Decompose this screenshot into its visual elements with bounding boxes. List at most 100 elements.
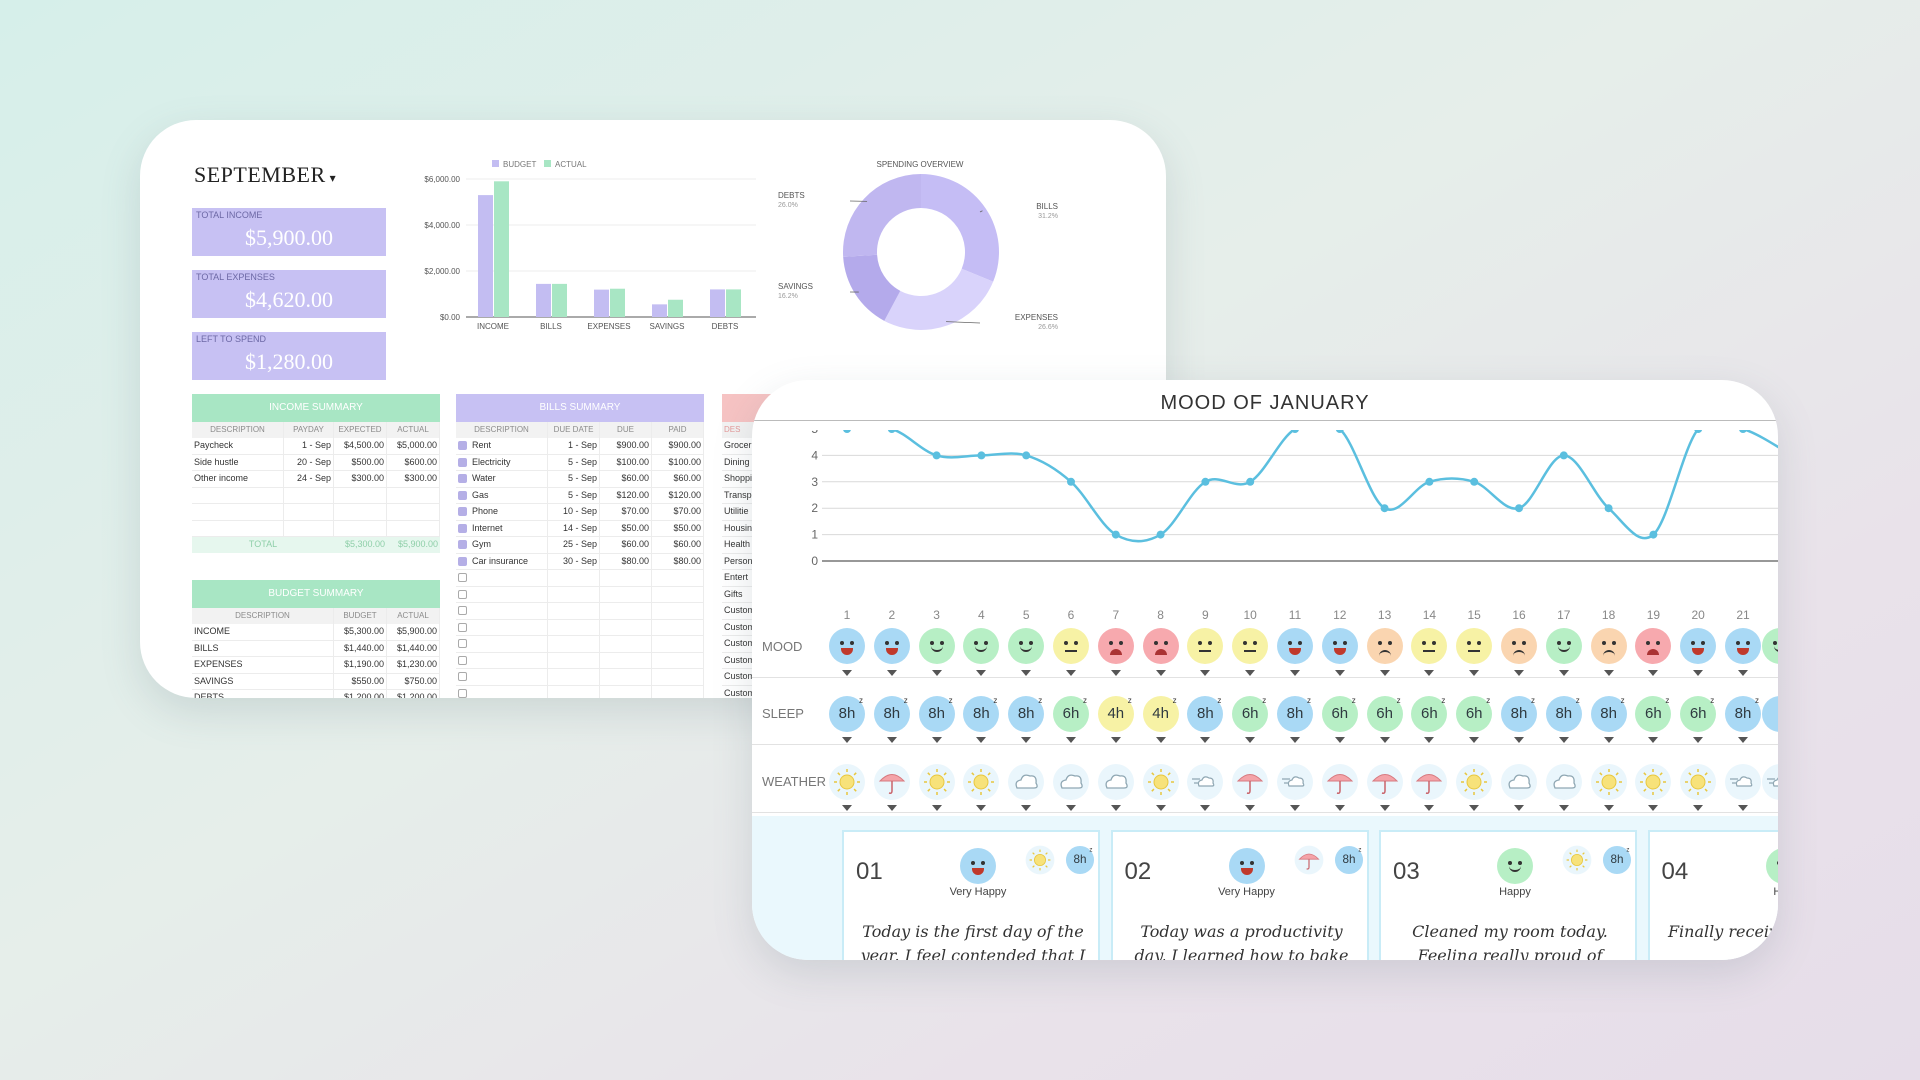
- rain-icon[interactable]: [1294, 845, 1323, 875]
- mood-very-happy-icon[interactable]: [960, 848, 996, 884]
- table-cell[interactable]: EXPENSES: [192, 657, 334, 673]
- table-cell[interactable]: SAVINGS: [192, 673, 334, 689]
- dropdown-arrow-icon[interactable]: [1693, 805, 1704, 811]
- paid-checkbox[interactable]: [458, 589, 467, 599]
- dropdown-arrow-icon[interactable]: [1200, 737, 1211, 743]
- sleep-badge[interactable]: 4h z: [1097, 696, 1134, 732]
- table-cell[interactable]: 1 - Sep: [548, 438, 600, 454]
- dropdown-arrow-icon[interactable]: [1021, 670, 1032, 676]
- sleep-badge[interactable]: 8h z: [1065, 845, 1095, 875]
- table-cell[interactable]: $5,000.00: [387, 438, 440, 454]
- windy-icon[interactable]: [1187, 764, 1224, 800]
- dropdown-arrow-icon[interactable]: [1558, 670, 1569, 676]
- sleep-badge[interactable]: 8h z: [1545, 696, 1582, 732]
- table-cell[interactable]: $60.00: [600, 471, 652, 487]
- table-cell[interactable]: $50.00: [652, 520, 704, 536]
- dropdown-arrow-icon[interactable]: [1334, 805, 1345, 811]
- dropdown-arrow-icon[interactable]: [1334, 737, 1345, 743]
- dropdown-arrow-icon[interactable]: [1245, 737, 1256, 743]
- windy-icon[interactable]: [1277, 764, 1313, 800]
- table-cell[interactable]: 25 - Sep: [548, 537, 600, 553]
- dropdown-arrow-icon[interactable]: [1110, 805, 1121, 811]
- table-cell[interactable]: [456, 570, 548, 586]
- table-cell[interactable]: [334, 520, 387, 536]
- table-cell[interactable]: 5 - Sep: [548, 471, 600, 487]
- mood-very-sad-icon[interactable]: [1097, 628, 1134, 664]
- table-cell[interactable]: $1,190.00: [334, 657, 387, 673]
- table-cell[interactable]: [456, 603, 548, 619]
- mood-neutral-icon[interactable]: [1456, 628, 1493, 664]
- table-cell[interactable]: [600, 685, 652, 698]
- table-cell[interactable]: $550.00: [334, 673, 387, 689]
- dropdown-arrow-icon[interactable]: [1379, 670, 1390, 676]
- dropdown-arrow-icon[interactable]: [1155, 670, 1166, 676]
- table-cell[interactable]: [548, 685, 600, 698]
- dropdown-arrow-icon[interactable]: [931, 805, 942, 811]
- sleep-badge[interactable]: 6h z: [1456, 696, 1493, 732]
- table-cell[interactable]: Utilitie: [724, 506, 749, 516]
- table-cell[interactable]: Internet: [456, 520, 548, 536]
- sleep-badge[interactable]: 4h z: [1142, 696, 1179, 732]
- table-cell[interactable]: [548, 636, 600, 652]
- dropdown-arrow-icon[interactable]: [842, 737, 852, 743]
- dropdown-arrow-icon[interactable]: [1155, 805, 1166, 811]
- mood-happy-icon[interactable]: [1008, 628, 1045, 664]
- table-cell[interactable]: [652, 619, 704, 635]
- table-cell[interactable]: Custom: [724, 654, 756, 665]
- rain-icon[interactable]: [873, 764, 910, 800]
- table-cell[interactable]: 20 - Sep: [284, 454, 334, 470]
- paid-checkbox[interactable]: [458, 622, 467, 632]
- table-cell[interactable]: Water: [456, 471, 548, 487]
- sleep-badge[interactable]: 6h z: [1321, 696, 1358, 732]
- sleep-badge[interactable]: 8h z: [963, 696, 1000, 732]
- table-cell[interactable]: [652, 652, 704, 668]
- dropdown-arrow-icon[interactable]: [931, 670, 942, 676]
- dropdown-arrow-icon[interactable]: [1290, 670, 1300, 676]
- table-cell[interactable]: [456, 685, 548, 698]
- sleep-badge[interactable]: 6h z: [1680, 696, 1717, 732]
- dropdown-arrow-icon[interactable]: [1514, 805, 1524, 811]
- table-cell[interactable]: [652, 685, 704, 698]
- table-cell[interactable]: $300.00: [387, 471, 440, 487]
- table-cell[interactable]: Custom: [724, 605, 756, 615]
- sleep-badge[interactable]: 8h z: [1008, 696, 1045, 732]
- dropdown-arrow-icon[interactable]: [1648, 737, 1659, 743]
- table-cell[interactable]: [548, 669, 600, 685]
- dropdown-arrow-icon[interactable]: [1379, 805, 1390, 811]
- month-selector[interactable]: SEPTEMBER ▾: [194, 162, 336, 188]
- table-cell[interactable]: DEBTS: [192, 690, 334, 698]
- table-cell[interactable]: [652, 586, 704, 602]
- sleep-badge[interactable]: 6h z: [1411, 696, 1448, 732]
- dropdown-arrow-icon[interactable]: [1514, 670, 1524, 676]
- table-cell[interactable]: $900.00: [600, 438, 652, 454]
- table-cell[interactable]: [548, 570, 600, 586]
- mood-very-happy-icon[interactable]: [1321, 628, 1358, 664]
- table-cell[interactable]: Gifts: [724, 588, 743, 599]
- paid-checkbox[interactable]: [458, 672, 467, 682]
- mood-sad-icon[interactable]: [1590, 628, 1627, 664]
- table-cell[interactable]: [600, 570, 652, 586]
- table-cell[interactable]: Shoppi: [724, 473, 753, 483]
- dropdown-arrow-icon[interactable]: [1693, 737, 1704, 743]
- table-cell[interactable]: Entert: [724, 572, 749, 582]
- table-cell[interactable]: Grocer: [724, 440, 752, 450]
- table-cell[interactable]: [548, 652, 600, 668]
- dropdown-arrow-icon[interactable]: [1469, 670, 1480, 676]
- table-cell[interactable]: BILLS: [192, 640, 334, 656]
- dropdown-arrow-icon[interactable]: [1290, 737, 1300, 743]
- sleep-badge[interactable]: 8h z: [1590, 696, 1627, 732]
- cloudy-icon[interactable]: [1545, 764, 1582, 800]
- dropdown-arrow-icon[interactable]: [1200, 670, 1211, 676]
- table-cell[interactable]: $80.00: [652, 553, 704, 569]
- sunny-icon[interactable]: [1562, 845, 1592, 875]
- mood-very-happy-icon[interactable]: [1228, 848, 1265, 884]
- dropdown-arrow-icon[interactable]: [1603, 670, 1614, 676]
- dropdown-arrow-icon[interactable]: [842, 670, 852, 676]
- dropdown-arrow-icon[interactable]: [1469, 805, 1480, 811]
- sunny-icon[interactable]: [1590, 764, 1627, 800]
- mood-very-sad-icon[interactable]: [1142, 628, 1179, 664]
- table-cell[interactable]: 30 - Sep: [548, 553, 600, 569]
- table-cell[interactable]: Custom: [724, 638, 756, 648]
- mood-very-happy-icon[interactable]: [873, 628, 910, 664]
- dropdown-arrow-icon[interactable]: [886, 670, 897, 676]
